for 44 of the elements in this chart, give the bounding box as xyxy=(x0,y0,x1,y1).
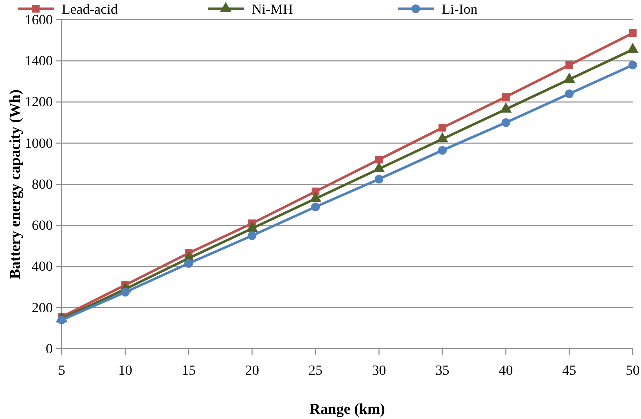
x-tick-label: 50 xyxy=(626,364,640,379)
point xyxy=(564,72,576,84)
point xyxy=(436,132,449,143)
point xyxy=(502,93,510,101)
point xyxy=(629,29,637,38)
point xyxy=(627,43,639,54)
x-tick-label: 25 xyxy=(308,364,323,379)
y-tick-label: 0 xyxy=(46,342,53,358)
point xyxy=(374,175,384,184)
x-tick-label: 40 xyxy=(499,364,514,379)
x-tick-label: 45 xyxy=(562,364,577,379)
x-tick-label: 5 xyxy=(58,364,66,379)
point xyxy=(438,124,447,132)
legend-label: Lead-acid xyxy=(62,3,118,18)
point xyxy=(310,192,322,202)
x-tick-label: 35 xyxy=(436,364,450,379)
point xyxy=(565,90,574,98)
x-tick-label: 15 xyxy=(182,364,196,379)
point xyxy=(628,60,638,70)
point xyxy=(311,202,320,212)
point xyxy=(502,118,510,128)
point xyxy=(438,146,448,155)
x-tick-label: 20 xyxy=(245,364,260,379)
y-tick-label: 400 xyxy=(32,260,53,276)
x-tick-label: 10 xyxy=(118,364,132,379)
y-tick-label: 1200 xyxy=(25,96,53,111)
point xyxy=(58,316,66,325)
point xyxy=(500,102,512,113)
point xyxy=(121,288,130,297)
y-tick-label: 1000 xyxy=(25,136,53,152)
point xyxy=(184,259,194,268)
y-tick-label: 1400 xyxy=(25,54,53,70)
point xyxy=(566,61,574,70)
x-axis-title: Range (km) xyxy=(310,402,386,418)
y-axis-title: Battery energy capacity (Wh) xyxy=(8,90,24,280)
x-tick-label: 30 xyxy=(372,364,386,379)
y-tick-label: 200 xyxy=(32,301,53,316)
point xyxy=(375,156,384,164)
y-tick-label: 800 xyxy=(32,178,53,193)
y-tick-label: 600 xyxy=(32,219,53,234)
legend-label: Li-Ion xyxy=(442,3,478,18)
point xyxy=(248,232,257,240)
y-tick-label: 1600 xyxy=(25,13,53,28)
legend-label: Ni-MH xyxy=(252,3,294,18)
